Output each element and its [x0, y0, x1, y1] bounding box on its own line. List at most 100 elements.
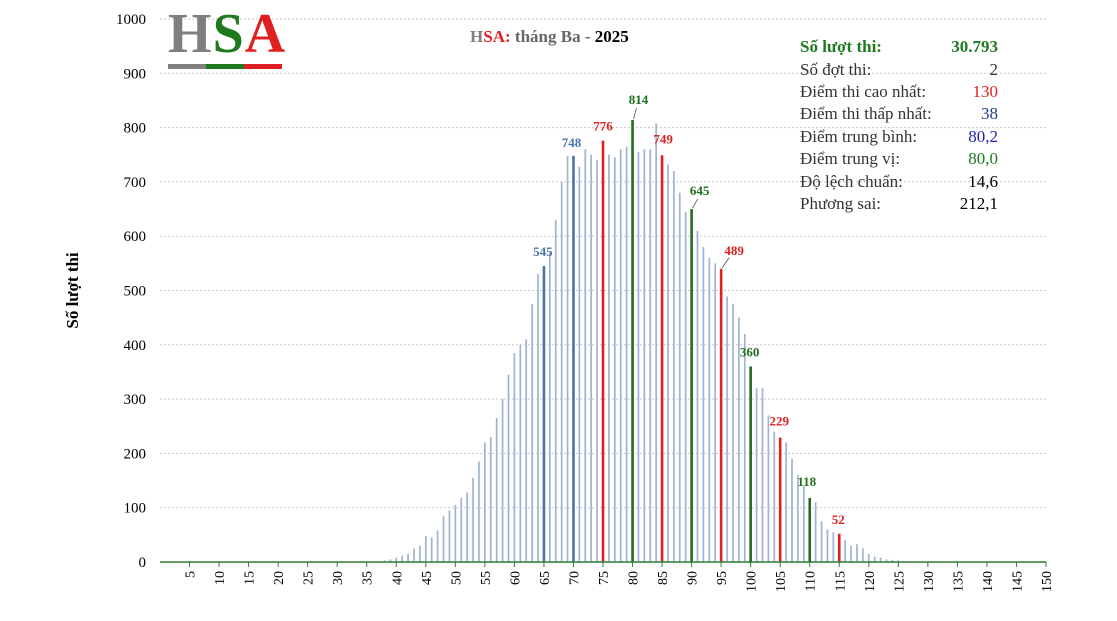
- y-tick-label: 400: [124, 338, 147, 354]
- bar: [684, 211, 687, 562]
- x-tick-label: 30: [331, 571, 346, 585]
- bar: [844, 540, 847, 562]
- data-label: 52: [832, 512, 845, 527]
- bar: [566, 155, 569, 562]
- stat-label: Điểm trung bình:: [800, 126, 918, 146]
- x-tick-label: 55: [479, 571, 494, 585]
- bar: [678, 192, 681, 562]
- x-tick-label: 5: [184, 571, 199, 578]
- leader-line: [633, 107, 637, 120]
- stat-label: Điểm thi cao nhất:: [800, 81, 927, 101]
- bar: [436, 530, 439, 562]
- bar: [767, 415, 770, 562]
- bar: [867, 553, 870, 562]
- bar: [660, 155, 664, 562]
- bar: [501, 399, 504, 562]
- bar: [613, 157, 616, 562]
- y-tick-label: 200: [124, 446, 147, 462]
- bar: [489, 437, 492, 562]
- bar: [389, 559, 392, 562]
- bar: [460, 497, 463, 562]
- data-label: 749: [653, 131, 673, 146]
- bar: [484, 442, 486, 562]
- leader-line: [692, 198, 698, 209]
- bar: [897, 560, 900, 562]
- bar: [696, 230, 699, 562]
- logo-letter-s: S: [212, 3, 245, 65]
- logo-underline: [168, 64, 282, 69]
- bar: [637, 152, 640, 562]
- stat-label: Số đợt thi:: [800, 59, 872, 79]
- x-tick-label: 75: [597, 571, 612, 585]
- bar: [873, 556, 876, 562]
- bar: [643, 149, 646, 562]
- title-a: A: [492, 27, 505, 46]
- y-tick-label: 100: [124, 501, 147, 517]
- bar: [862, 548, 864, 562]
- stat-value: 212,1: [959, 193, 998, 213]
- bar: [424, 535, 427, 562]
- stat-label: Điểm thi thấp nhất:: [800, 104, 932, 124]
- bar: [649, 149, 652, 562]
- stat-value: 14,6: [968, 171, 998, 191]
- y-tick-label: 600: [124, 229, 147, 245]
- x-tick-label: 50: [449, 571, 464, 585]
- data-label: 776: [593, 119, 613, 134]
- stat-value: 2: [989, 59, 999, 79]
- stat-value: 38: [981, 104, 998, 124]
- x-tick-label: 40: [390, 571, 405, 585]
- bar: [850, 545, 852, 562]
- bar: [690, 209, 693, 563]
- data-label: 645: [690, 183, 710, 198]
- bar: [655, 123, 658, 563]
- x-tick-label: 65: [538, 571, 553, 585]
- logo-letter-h: H: [168, 3, 213, 65]
- data-label: 229: [769, 414, 789, 429]
- bar: [495, 418, 498, 562]
- title-s: S: [483, 27, 493, 46]
- x-tick-label: 10: [213, 571, 228, 585]
- x-tick-label: 15: [243, 571, 258, 585]
- bar: [814, 502, 817, 562]
- x-tick-label: 130: [922, 571, 937, 592]
- y-tick-label: 300: [124, 392, 147, 408]
- stat-label: Điểm trung vị:: [800, 149, 901, 169]
- y-tick-label: 500: [124, 284, 147, 300]
- stat-row-mean: Điểm trung bình: 80,2: [800, 126, 998, 148]
- x-tick-label: 150: [1040, 571, 1055, 592]
- bar: [832, 532, 835, 562]
- stat-label: Số lượt thi:: [800, 37, 882, 57]
- stat-row-attempts: Số lượt thi: 30.793: [800, 36, 998, 58]
- x-tick-label: 45: [420, 571, 435, 585]
- bar: [802, 485, 805, 562]
- bar: [554, 219, 557, 562]
- x-tick-label: 80: [627, 571, 642, 585]
- bar: [667, 164, 669, 563]
- bar: [407, 553, 409, 562]
- bar: [572, 155, 575, 562]
- bar: [537, 274, 539, 562]
- bar: [732, 304, 734, 562]
- data-label: 360: [740, 345, 760, 360]
- x-tick-label: 135: [951, 571, 966, 592]
- title-h: H: [470, 27, 484, 46]
- data-label: 814: [629, 92, 649, 107]
- bar: [466, 492, 468, 562]
- stat-label: Độ lệch chuẩn:: [800, 171, 903, 191]
- y-tick-label: 800: [124, 121, 147, 137]
- stat-value: 130: [972, 81, 999, 101]
- x-tick-label: 125: [892, 571, 907, 592]
- bar: [761, 388, 764, 562]
- x-tick-label: 90: [686, 571, 701, 585]
- x-tick-label: 100: [745, 571, 760, 592]
- bar: [507, 374, 510, 562]
- x-tick-label: 20: [272, 571, 287, 585]
- bar: [584, 149, 587, 562]
- title-text: tháng Ba -: [510, 27, 595, 46]
- bar: [525, 339, 528, 562]
- title-colon: :: [504, 27, 511, 46]
- bar: [797, 475, 799, 562]
- bar: [472, 477, 474, 562]
- bar: [560, 181, 563, 562]
